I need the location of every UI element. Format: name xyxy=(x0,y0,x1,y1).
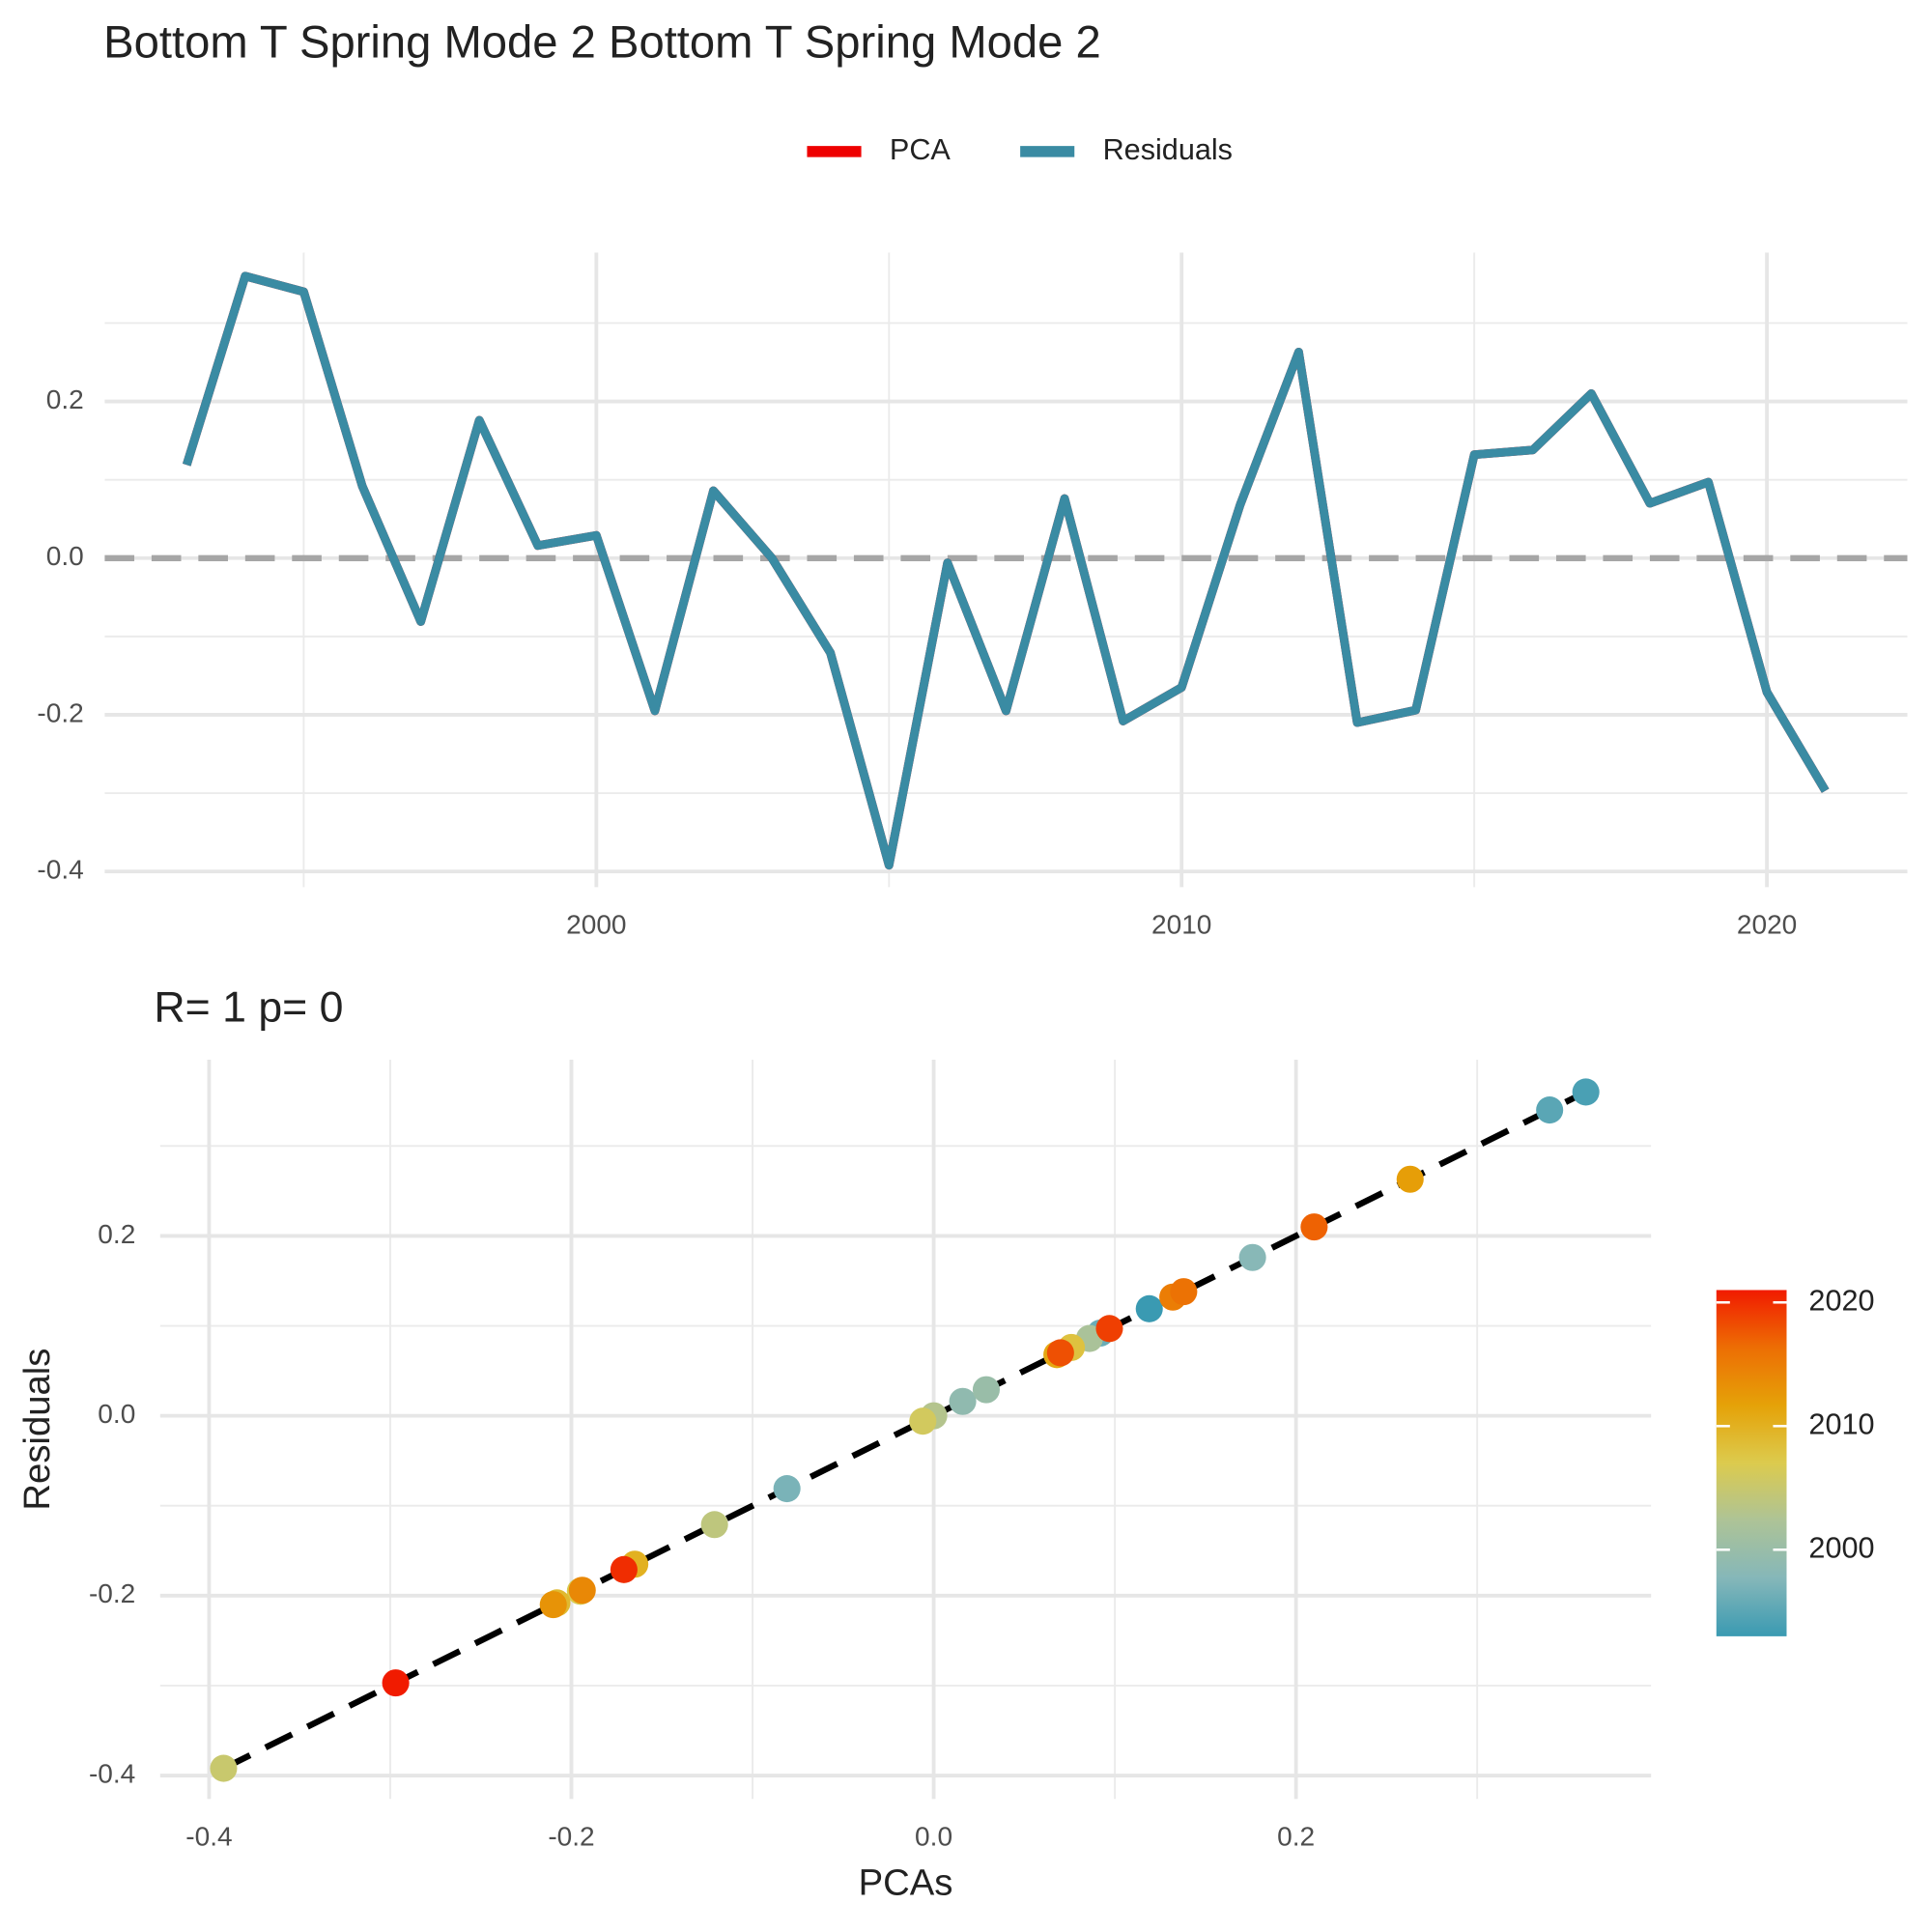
scatter-point xyxy=(210,1754,238,1782)
x-axis-label: PCAs xyxy=(859,1862,953,1904)
x-tick-label: 2010 xyxy=(1151,910,1211,940)
y-tick-label: -0.2 xyxy=(37,697,83,727)
x-tick-label: 0.2 xyxy=(1277,1821,1315,1851)
colorbar-label: 2000 xyxy=(1808,1531,1874,1564)
scatter-point xyxy=(1572,1078,1600,1106)
y-tick-label: 0.2 xyxy=(98,1219,135,1249)
scatter-point xyxy=(1396,1165,1424,1193)
y-tick-label: -0.4 xyxy=(37,855,83,885)
x-tick-label: -0.2 xyxy=(548,1821,594,1851)
y-axis-label: Residuals xyxy=(16,1349,58,1511)
scatter-point xyxy=(1536,1096,1564,1124)
scatter-point xyxy=(773,1475,801,1503)
scatter-point xyxy=(539,1591,567,1619)
scatter-point xyxy=(1238,1243,1266,1271)
scatter-point xyxy=(1170,1278,1198,1306)
scatter-point xyxy=(1300,1213,1328,1241)
line-series xyxy=(182,271,1830,870)
x-tick-label: 2000 xyxy=(566,910,626,940)
x-tick-label: -0.4 xyxy=(185,1821,232,1851)
scatter-point xyxy=(909,1407,937,1435)
scatter-point xyxy=(1046,1339,1074,1367)
y-tick-label: 0.0 xyxy=(98,1399,135,1429)
chart-title: Bottom T Spring Mode 2 Bottom T Spring M… xyxy=(103,17,1101,69)
scatter-point xyxy=(1095,1315,1123,1343)
legend-label: PCA xyxy=(890,133,952,166)
scatter-point xyxy=(1135,1294,1163,1322)
y-tick-label: 0.2 xyxy=(46,384,84,414)
x-tick-label: 2020 xyxy=(1737,910,1797,940)
colorbar-label: 2020 xyxy=(1808,1284,1874,1317)
scatter-point xyxy=(949,1387,977,1415)
scatter-point xyxy=(610,1555,638,1583)
scatter-point xyxy=(382,1669,410,1697)
y-tick-label: 0.0 xyxy=(46,541,84,571)
legend-label: Residuals xyxy=(1103,133,1233,166)
y-tick-label: -0.2 xyxy=(89,1578,135,1608)
fit-line xyxy=(222,1089,1588,1772)
y-tick-label: -0.4 xyxy=(89,1758,135,1788)
chart-title: R= 1 p= 0 xyxy=(154,984,343,1032)
scatter-point xyxy=(568,1577,596,1605)
colorbar-label: 2010 xyxy=(1808,1407,1874,1440)
scatter-point xyxy=(972,1376,1000,1404)
x-tick-label: 0.0 xyxy=(915,1821,952,1851)
colorbar xyxy=(1716,1290,1787,1636)
scatter-point xyxy=(700,1511,728,1539)
